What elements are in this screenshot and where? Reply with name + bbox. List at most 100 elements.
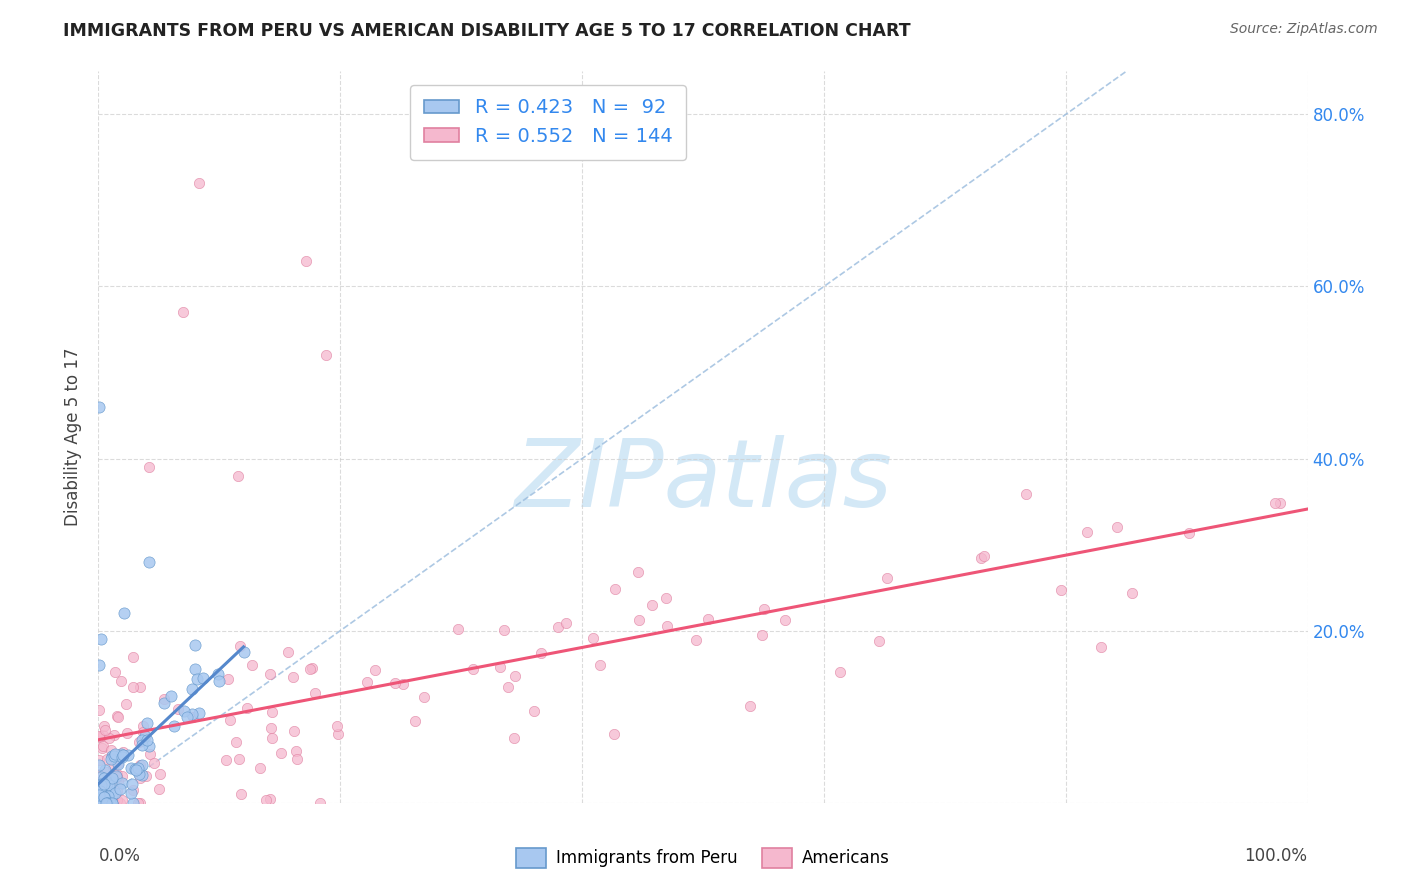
Point	[96, 775, 118, 789]
Point	[94, 796, 117, 810]
Point	[90, 793, 112, 807]
Point	[108, 782, 131, 797]
Point	[89, 731, 111, 745]
Point	[187, 706, 209, 720]
Point	[1270, 495, 1292, 509]
Point	[111, 769, 134, 783]
Point	[277, 645, 299, 659]
Point	[96, 790, 118, 805]
Point	[773, 613, 796, 627]
Point	[100, 772, 122, 786]
Point	[191, 671, 214, 685]
Point	[447, 622, 470, 636]
Point	[93, 771, 115, 785]
Point	[208, 673, 231, 688]
Point	[181, 710, 204, 724]
Point	[301, 661, 323, 675]
Point	[127, 761, 149, 775]
Point	[304, 686, 326, 700]
Legend: Immigrants from Peru, Americans: Immigrants from Peru, Americans	[509, 841, 897, 875]
Point	[138, 460, 160, 475]
Point	[100, 749, 122, 764]
Point	[91, 796, 114, 810]
Point	[231, 787, 253, 801]
Point	[1121, 586, 1143, 600]
Point	[107, 774, 129, 789]
Point	[93, 723, 115, 737]
Point	[176, 709, 198, 723]
Point	[134, 729, 156, 743]
Point	[752, 602, 775, 616]
Point	[90, 777, 112, 791]
Point	[254, 793, 277, 807]
Point	[121, 782, 143, 797]
Point	[547, 620, 569, 634]
Point	[503, 669, 526, 683]
Point	[225, 735, 247, 749]
Point	[138, 747, 160, 761]
Text: 0.0%: 0.0%	[98, 847, 141, 864]
Point	[1015, 487, 1038, 501]
Point	[96, 793, 118, 807]
Point	[215, 753, 238, 767]
Point	[295, 253, 318, 268]
Point	[364, 663, 387, 677]
Point	[131, 738, 153, 752]
Point	[105, 769, 128, 783]
Point	[655, 619, 678, 633]
Point	[107, 757, 129, 772]
Point	[96, 796, 118, 810]
Point	[127, 796, 149, 810]
Point	[128, 796, 150, 810]
Point	[315, 348, 337, 362]
Point	[105, 766, 128, 780]
Point	[655, 591, 678, 605]
Point	[96, 796, 118, 810]
Point	[868, 634, 890, 648]
Point	[104, 787, 127, 801]
Point	[149, 767, 172, 781]
Point	[969, 550, 991, 565]
Point	[90, 741, 112, 756]
Point	[153, 696, 176, 710]
Text: Source: ZipAtlas.com: Source: ZipAtlas.com	[1230, 22, 1378, 37]
Point	[89, 775, 111, 789]
Point	[105, 708, 128, 723]
Point	[89, 796, 111, 810]
Point	[90, 789, 112, 804]
Point	[283, 724, 305, 739]
Point	[180, 706, 202, 721]
Point	[260, 731, 283, 746]
Point	[605, 582, 627, 597]
Point	[603, 727, 626, 741]
Point	[627, 613, 650, 627]
Point	[173, 704, 195, 718]
Point	[94, 796, 117, 810]
Point	[217, 672, 239, 686]
Point	[128, 766, 150, 780]
Point	[104, 747, 127, 762]
Point	[131, 725, 153, 739]
Point	[135, 769, 157, 783]
Point	[87, 400, 110, 414]
Point	[90, 796, 112, 810]
Point	[96, 796, 118, 810]
Point	[121, 649, 143, 664]
Point	[1177, 526, 1199, 541]
Point	[167, 701, 190, 715]
Point	[125, 764, 148, 778]
Point	[98, 796, 121, 810]
Point	[523, 704, 546, 718]
Point	[104, 665, 127, 679]
Point	[115, 725, 138, 739]
Point	[93, 796, 115, 810]
Point	[163, 719, 186, 733]
Point	[751, 627, 773, 641]
Point	[101, 796, 124, 810]
Point	[461, 662, 484, 676]
Point	[135, 732, 157, 747]
Point	[498, 681, 520, 695]
Point	[90, 779, 112, 793]
Point	[111, 747, 134, 762]
Point	[90, 796, 112, 810]
